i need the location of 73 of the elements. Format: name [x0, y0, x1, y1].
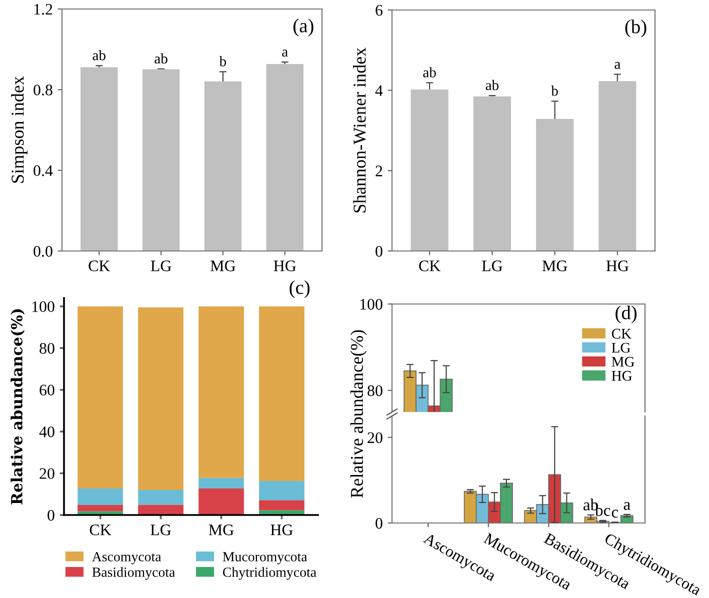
- annotation: (c): [290, 280, 310, 298]
- y-tick-label: 100: [32, 301, 54, 312]
- y-tick-label: 20: [368, 432, 382, 444]
- x-tick-label: MG: [542, 260, 568, 272]
- x-tick-label: HG: [274, 260, 296, 272]
- bar: [80, 67, 118, 251]
- data-label: ab: [154, 53, 168, 64]
- y-tick-label: 0.8: [34, 84, 52, 96]
- y-axis-title: Relative abundance(%): [350, 330, 367, 498]
- x-tick-label: CK: [90, 524, 112, 536]
- bar: [259, 306, 304, 481]
- bar: [198, 488, 244, 515]
- bar: [78, 306, 123, 488]
- legend-label: LG: [612, 342, 630, 353]
- y-tick-label: 0.4: [34, 165, 53, 176]
- y-tick-label: 40: [39, 426, 54, 438]
- bar: [473, 96, 511, 251]
- bar: [204, 81, 242, 251]
- bar: [536, 118, 574, 251]
- x-tick-label: HG: [270, 524, 293, 536]
- y-axis-title: Relative abundance(%): [10, 309, 25, 504]
- y-tick-label: 1.2: [34, 4, 52, 15]
- data-label: b: [551, 86, 558, 96]
- x-tick-label: HG: [606, 260, 628, 272]
- x-tick-label: MG: [208, 524, 234, 536]
- data-label: a: [614, 62, 620, 69]
- legend-label: Basidiomycota: [92, 567, 175, 580]
- y-tick-label: 100: [360, 298, 382, 310]
- y-axis-title: Shannon-Wiener index: [353, 48, 366, 212]
- bar: [410, 90, 448, 251]
- annotation: (a): [293, 18, 314, 36]
- y-tick-label: 0: [376, 246, 382, 257]
- bar: [142, 69, 180, 251]
- x-tick-label: LG: [150, 524, 171, 536]
- x-tick-label: CK: [419, 260, 440, 272]
- y-tick-label: 80: [40, 342, 54, 354]
- x-tick-label: LG: [150, 260, 172, 272]
- data-label: ab: [92, 50, 106, 60]
- bar: [259, 500, 304, 510]
- annotation: (b): [625, 20, 646, 38]
- data-label: c: [612, 510, 618, 518]
- x-tick-label: LG: [482, 260, 502, 272]
- y-tick-label: 0: [376, 518, 382, 529]
- bar: [198, 478, 244, 488]
- y-tick-label: 0.0: [34, 246, 52, 257]
- y-axis-title: Simpson index: [11, 76, 28, 183]
- y-tick-label: 20: [40, 468, 54, 479]
- y-tick-label: 80: [368, 385, 382, 396]
- bar: [198, 306, 244, 478]
- x-tick-label: CK: [88, 260, 110, 272]
- y-tick-label: 2: [376, 166, 382, 176]
- legend-label: MG: [612, 356, 634, 367]
- y-tick-label: 4: [375, 85, 383, 96]
- bar: [138, 307, 184, 490]
- bar: [78, 504, 123, 512]
- legend-label: CK: [612, 328, 632, 339]
- data-label: b: [219, 56, 226, 66]
- data-label: a: [282, 50, 288, 57]
- data-label: ab: [486, 80, 499, 90]
- bar: [266, 64, 304, 251]
- y-tick-label: 6: [376, 4, 382, 16]
- y-tick-label: 0: [48, 510, 54, 521]
- legend-label: HG: [612, 370, 632, 381]
- bar: [259, 480, 304, 500]
- bar: [78, 488, 123, 505]
- bar: [138, 490, 184, 505]
- data-label: ab: [423, 67, 436, 78]
- y-tick-label: 60: [40, 384, 54, 396]
- data-label: a: [624, 502, 630, 510]
- x-tick-label: MG: [210, 260, 236, 272]
- bar: [598, 81, 636, 251]
- annotation: (d): [616, 306, 637, 324]
- legend-label: Chytridiomycota: [222, 567, 316, 580]
